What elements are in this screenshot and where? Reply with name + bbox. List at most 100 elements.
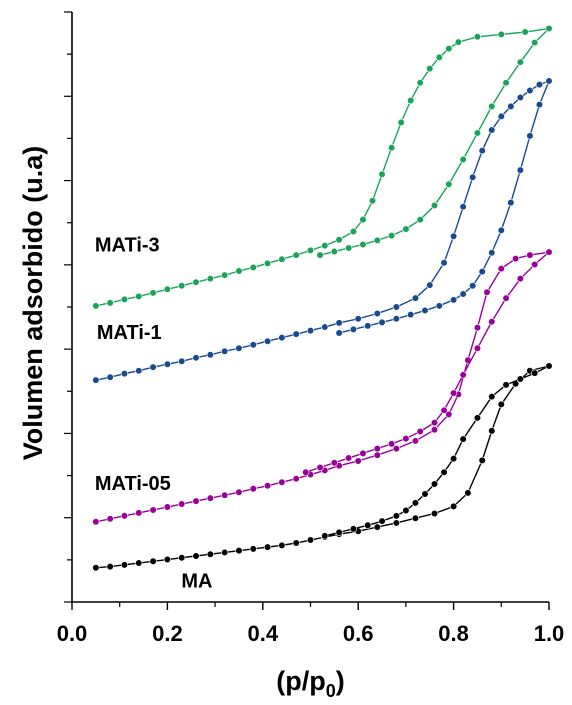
- series-mati-3: [92, 24, 553, 310]
- mati-3-adsorption-point: [426, 65, 434, 73]
- mati-05-adsorption-point: [106, 515, 114, 523]
- series-ma: [92, 362, 553, 572]
- mati-05-adsorption-point: [206, 494, 214, 502]
- ma-desorption-point: [335, 528, 343, 536]
- mati-3-desorption-point: [402, 225, 410, 233]
- mati-05-adsorption-point: [354, 457, 362, 465]
- mati-3-adsorption-point: [335, 236, 343, 244]
- mati-05-adsorption-point: [221, 491, 229, 499]
- mati-1-desorption-point: [478, 268, 486, 276]
- mati-05-adsorption-point: [249, 485, 257, 493]
- mati-3-adsorption-point: [321, 242, 329, 250]
- mati-3-adsorption-point: [221, 271, 229, 279]
- mati-3-adsorption-point: [178, 282, 186, 290]
- mati-1-desorption-point: [545, 77, 553, 85]
- mati-1-desorption-point: [516, 166, 524, 174]
- mati-1-desorption-point: [507, 198, 515, 207]
- ma-adsorption-point: [373, 523, 381, 531]
- mati-05-desorption-point: [545, 248, 553, 256]
- mati-1-desorption-point: [349, 325, 358, 334]
- mati-05-adsorption-point: [392, 445, 400, 453]
- mati-1-adsorption-point: [440, 259, 448, 267]
- mati-1-adsorption-point: [92, 376, 100, 384]
- ma-desorption-line: [324, 365, 550, 537]
- ma-desorption-point: [502, 381, 510, 389]
- ma-desorption-point: [349, 525, 358, 533]
- mati-05-desorption-point: [450, 389, 458, 397]
- ma-desorption-point: [402, 506, 410, 515]
- mati-05-adsorption-point: [473, 324, 482, 332]
- mati-1-desorption-point: [488, 249, 496, 257]
- mati-3-desorption-point: [488, 102, 496, 110]
- mati-05-desorption-point: [387, 440, 396, 448]
- mati-05-adsorption-point: [430, 426, 439, 434]
- mati-05-desorption-point: [330, 459, 338, 467]
- mati-1-adsorption-point: [192, 354, 200, 362]
- mati-1-desorption-point: [407, 311, 415, 319]
- ma-adsorption-point: [163, 555, 171, 564]
- mati-1-adsorption-point: [478, 147, 486, 155]
- ma-desorption-point: [430, 480, 439, 488]
- ma-adsorption-point: [306, 536, 315, 544]
- series-label-mati-3: MATi-3: [95, 235, 160, 257]
- mati-05-adsorption-point: [120, 512, 129, 520]
- mati-3-desorption-point: [516, 58, 524, 66]
- mati-05-adsorption-point: [149, 506, 157, 514]
- x-axis-title: (p/p0): [276, 666, 345, 701]
- ma-adsorption-point: [120, 561, 129, 569]
- series-label-ma: MA: [181, 570, 212, 592]
- mati-1-adsorption-point: [526, 86, 534, 95]
- series-label-mati-1: MATi-1: [97, 322, 162, 344]
- mati-1-adsorption-point: [450, 232, 458, 240]
- ma-adsorption-point: [221, 548, 229, 557]
- mati-1-desorption-point: [435, 302, 443, 310]
- mati-3-adsorption-point: [497, 30, 505, 39]
- x-tick-label: 0.8: [438, 621, 469, 646]
- ma-adsorption-point: [478, 456, 486, 465]
- mati-05-adsorption-point: [235, 488, 243, 496]
- mati-3-desorption-point: [459, 155, 467, 164]
- mati-3-adsorption-point: [149, 289, 157, 297]
- mati-05-desorption-point: [473, 344, 482, 352]
- ma-desorption-point: [450, 455, 458, 463]
- x-axis-title-close: ): [336, 666, 345, 696]
- mati-05-adsorption-point: [163, 503, 171, 511]
- mati-3-adsorption-point: [106, 299, 114, 307]
- mati-3-adsorption-point: [435, 53, 443, 62]
- mati-3-desorption-point: [373, 236, 381, 244]
- mati-3-desorption-point: [316, 251, 324, 259]
- x-tick-label: 0.4: [248, 621, 279, 646]
- mati-1-desorption-point: [459, 290, 467, 298]
- mati-1-adsorption-point: [306, 327, 315, 335]
- ma-desorption-point: [364, 521, 372, 529]
- mati-1-adsorption-point: [469, 173, 477, 181]
- mati-3-desorption-point: [330, 247, 338, 256]
- mati-05-adsorption-point: [178, 500, 186, 508]
- ma-adsorption-point: [206, 550, 214, 558]
- mati-1-desorption-point: [535, 101, 544, 109]
- mati-1-adsorption-point: [426, 281, 434, 289]
- mati-3-adsorption-point: [378, 170, 386, 178]
- y-axis-title: Volumen adsorbido (u.a): [18, 146, 48, 461]
- mati-1-adsorption-point: [516, 93, 524, 102]
- mati-1-adsorption-point: [249, 341, 257, 349]
- axes: 0.0 0.2 0.4 0.6 0.8 1.0: [57, 11, 564, 646]
- mati-05-desorption-point: [516, 275, 524, 283]
- mati-3-adsorption-point: [278, 255, 286, 263]
- mati-3-adsorption-point: [192, 278, 200, 286]
- mati-05-desorption-point: [373, 445, 381, 453]
- mati-1-adsorption-point: [373, 309, 381, 318]
- ma-desorption-point: [473, 414, 482, 422]
- ma-adsorption-point: [497, 400, 505, 408]
- mati-1-desorption-point: [392, 315, 400, 323]
- ma-desorption-point: [378, 517, 386, 525]
- mati-1-adsorption-point: [178, 357, 186, 365]
- mati-3-adsorption-point: [263, 259, 272, 267]
- series-mati-05: [92, 248, 553, 526]
- mati-1-adsorption-point: [106, 373, 114, 381]
- mati-1-adsorption-point: [263, 337, 272, 345]
- mati-05-desorption-point: [531, 260, 539, 269]
- mati-1-desorption-point: [335, 329, 343, 337]
- mati-05-adsorption-point: [512, 255, 520, 263]
- ma-desorption-point: [421, 490, 429, 498]
